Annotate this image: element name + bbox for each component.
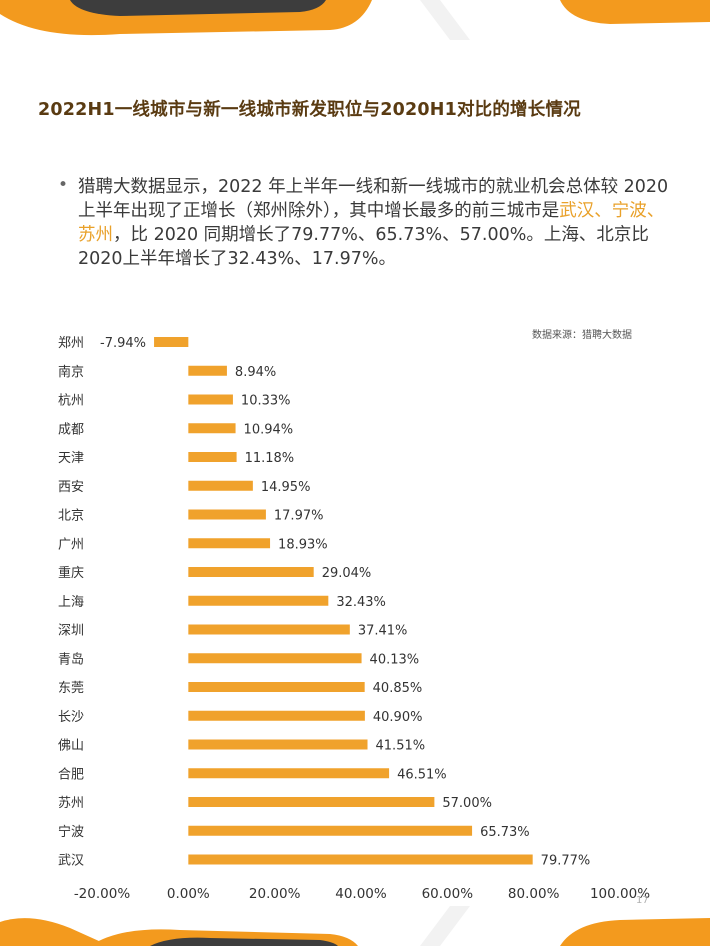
summary-text-part2: ，比 2020 同期增长了79.77%、65.73%、57.00%。上海、北京比… bbox=[78, 225, 649, 269]
page-title: 2022H1一线城市与新一线城市新发职位与2020H1对比的增长情况 bbox=[38, 100, 581, 120]
bar bbox=[188, 797, 435, 807]
summary-highlight-cities: 武汉、宁波、苏州 bbox=[78, 201, 665, 245]
value-label: 14.95% bbox=[261, 480, 311, 495]
category-label: 宁波 bbox=[58, 824, 84, 840]
value-label: 40.85% bbox=[373, 681, 423, 696]
category-label: 上海 bbox=[58, 595, 84, 610]
category-label: 长沙 bbox=[58, 710, 84, 725]
value-label: 17.97% bbox=[274, 509, 324, 524]
value-label: 11.18% bbox=[245, 451, 295, 466]
value-label: 10.33% bbox=[241, 394, 291, 409]
value-label: 40.13% bbox=[370, 652, 420, 667]
value-label: 8.94% bbox=[235, 365, 276, 380]
x-tick-label: -20.00% bbox=[74, 886, 131, 900]
category-label: 佛山 bbox=[58, 739, 84, 754]
value-label: 79.77% bbox=[541, 854, 591, 869]
value-label: 32.43% bbox=[336, 595, 386, 610]
growth-bar-chart: 郑州 -7.94% 南京 8.94% 杭州 10.33% 成都 10.94% 天津 11.18% 西… bbox=[58, 336, 650, 900]
category-label: 合肥 bbox=[58, 767, 84, 782]
bar bbox=[188, 653, 362, 664]
value-label: 57.00% bbox=[442, 796, 492, 811]
category-label: 西安 bbox=[58, 480, 84, 495]
value-label: 18.93% bbox=[278, 537, 328, 552]
summary-paragraph: • 猎聘大数据显示，2022 年上半年一线和新一线城市的就业机会总体较 2020… bbox=[58, 175, 678, 271]
category-label: 北京 bbox=[58, 509, 84, 524]
x-tick-label: 100.00% bbox=[590, 886, 650, 900]
x-tick-label: 60.00% bbox=[422, 886, 474, 900]
bar bbox=[188, 624, 350, 635]
bar bbox=[188, 509, 266, 520]
category-label: 杭州 bbox=[58, 394, 84, 409]
summary-text: 猎聘大数据显示，2022 年上半年一线和新一线城市的就业机会总体较 2020 上… bbox=[78, 175, 678, 271]
value-label: 10.94% bbox=[244, 422, 294, 437]
x-tick-label: 20.00% bbox=[249, 886, 301, 900]
value-label: -7.94% bbox=[100, 336, 146, 351]
bullet-dot-icon: • bbox=[58, 175, 69, 195]
value-label: 46.51% bbox=[397, 767, 447, 782]
bar bbox=[188, 480, 253, 491]
bar bbox=[188, 394, 233, 405]
bar bbox=[188, 682, 365, 692]
bar bbox=[188, 710, 365, 721]
category-label: 武汉 bbox=[58, 854, 84, 869]
category-label: 郑州 bbox=[58, 336, 84, 351]
category-label: 成都 bbox=[58, 422, 84, 437]
bar bbox=[188, 567, 314, 577]
bar bbox=[188, 538, 271, 549]
bar bbox=[188, 595, 329, 606]
category-label: 天津 bbox=[58, 451, 84, 466]
category-label: 青岛 bbox=[58, 651, 84, 667]
value-label: 41.51% bbox=[376, 739, 426, 754]
category-label: 广州 bbox=[58, 537, 84, 552]
data-source-note: 数据来源：猎聘大数据 bbox=[532, 330, 632, 341]
value-label: 29.04% bbox=[322, 566, 372, 581]
category-label: 深圳 bbox=[58, 624, 84, 639]
bar bbox=[188, 739, 368, 750]
bar bbox=[154, 337, 189, 347]
bar bbox=[188, 825, 473, 836]
bottom-decoration-band bbox=[0, 906, 710, 946]
bar bbox=[188, 452, 237, 462]
category-label: 南京 bbox=[58, 364, 84, 380]
category-label: 重庆 bbox=[58, 565, 84, 581]
category-label: 苏州 bbox=[58, 795, 84, 811]
x-tick-label: 80.00% bbox=[508, 886, 560, 900]
value-label: 65.73% bbox=[480, 825, 530, 840]
page-number: 17 bbox=[636, 895, 649, 906]
value-label: 37.41% bbox=[358, 624, 408, 639]
bar bbox=[188, 423, 236, 434]
bar bbox=[188, 854, 533, 865]
bar bbox=[188, 365, 227, 376]
category-label: 东莞 bbox=[58, 681, 84, 696]
bar bbox=[188, 768, 390, 779]
value-label: 40.90% bbox=[373, 710, 423, 725]
top-decoration-band bbox=[0, 0, 710, 40]
x-tick-label: 40.00% bbox=[335, 886, 387, 900]
x-tick-label: 0.00% bbox=[167, 886, 210, 900]
summary-text-part1: 猎聘大数据显示，2022 年上半年一线和新一线城市的就业机会总体较 2020 上… bbox=[78, 177, 669, 221]
